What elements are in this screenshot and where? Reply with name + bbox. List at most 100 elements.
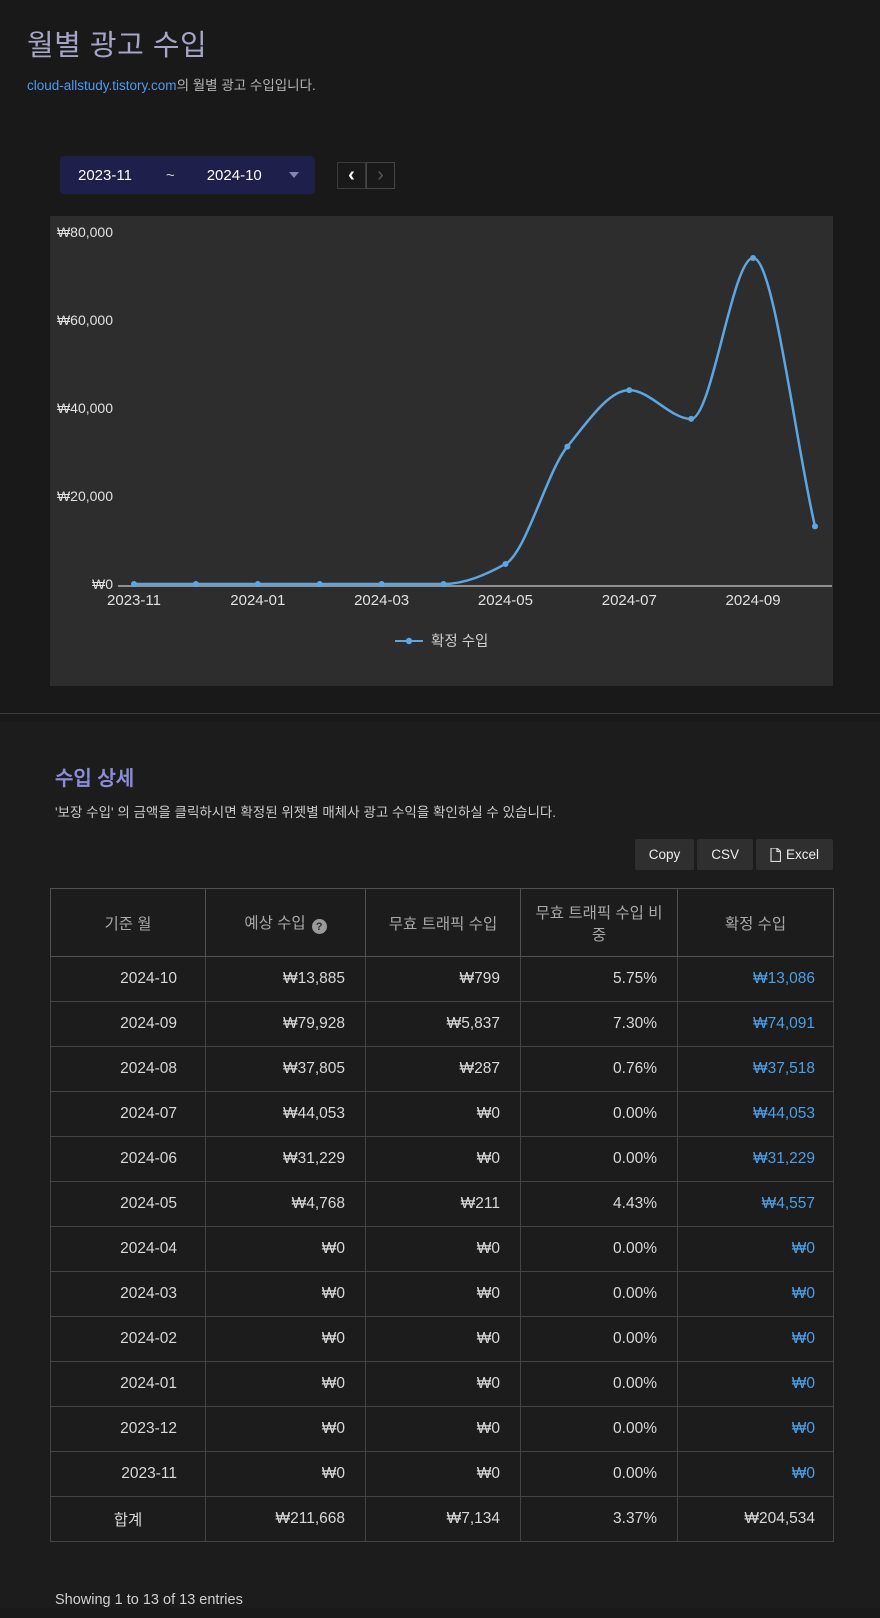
table-row: 2024-07 ₩44,053 ₩0 0.00% ₩44,053: [50, 1091, 834, 1137]
value-cell: ₩0: [365, 1361, 521, 1407]
date-nav: ‹ ›: [337, 161, 395, 189]
revenue-table-head: 기준 월 예상 수입? 무효 트래픽 수입 무효 트래픽 수입 비중 확정 수입: [50, 888, 834, 957]
confirmed-revenue-cell[interactable]: ₩0: [677, 1271, 834, 1317]
value-cell: ₩287: [365, 1046, 521, 1092]
confirmed-revenue-cell[interactable]: ₩74,091: [677, 1001, 834, 1047]
revenue-chart-svg: ₩0 ₩20,000 ₩40,000 ₩60,000 ₩80,000 2023-11 202…: [57, 224, 832, 650]
value-cell: 3.37%: [520, 1496, 678, 1542]
revenue-table-body: 2024-10 ₩13,885 ₩799 5.75% ₩13,086 2024-09 ₩79…: [50, 956, 834, 1542]
page-header: 월별 광고 수입 cloud-allstudy.tistory.com의 월별 …: [0, 0, 880, 94]
confirmed-revenue-cell[interactable]: ₩0: [677, 1361, 834, 1407]
date-from: 2023-11: [78, 166, 132, 184]
value-cell: 7.30%: [520, 1001, 678, 1047]
confirmed-revenue-cell[interactable]: ₩0: [677, 1451, 834, 1497]
confirmed-revenue-cell[interactable]: ₩44,053: [677, 1091, 834, 1137]
value-cell: 4.43%: [520, 1181, 678, 1227]
excel-button[interactable]: Excel: [755, 839, 833, 870]
value-cell: ₩31,229: [205, 1136, 366, 1182]
value-cell: ₩0: [205, 1451, 366, 1497]
value-cell: ₩0: [365, 1271, 521, 1317]
month-cell: 2024-04: [50, 1226, 206, 1272]
confirmed-revenue-cell[interactable]: ₩0: [677, 1316, 834, 1362]
details-description: '보장 수입' 의 금액을 클릭하시면 확정된 위젯별 매체사 광고 수익을 확…: [55, 805, 557, 820]
svg-text:확정 수입: 확정 수입: [431, 633, 488, 650]
month-cell: 2024-09: [50, 1001, 206, 1047]
value-cell: ₩5,837: [365, 1001, 521, 1047]
copy-button[interactable]: Copy: [634, 839, 695, 870]
table-row: 2024-08 ₩37,805 ₩287 0.76% ₩37,518: [50, 1046, 834, 1092]
table-showing-text: Showing 1 to 13 of 13 entries: [55, 1592, 243, 1608]
month-cell: 2024-08: [50, 1046, 206, 1092]
confirmed-revenue-cell[interactable]: ₩0: [677, 1226, 834, 1272]
header-confirmed: 확정 수입: [677, 888, 834, 957]
confirmed-revenue-cell[interactable]: ₩37,518: [677, 1046, 834, 1092]
confirmed-revenue-cell: ₩204,534: [677, 1496, 834, 1542]
header-expected: 예상 수입?: [205, 888, 366, 957]
value-cell: ₩13,885: [205, 956, 366, 1002]
header-invalid-ratio: 무효 트래픽 수입 비중: [520, 888, 678, 957]
confirmed-revenue-cell[interactable]: ₩0: [677, 1406, 834, 1452]
next-month-button[interactable]: ›: [366, 161, 395, 189]
copy-button-label: Copy: [648, 847, 681, 862]
excel-file-icon: [770, 847, 781, 862]
svg-text:2024-09: 2024-09: [726, 592, 781, 609]
table-row: 2024-05 ₩4,768 ₩211 4.43% ₩4,557: [50, 1181, 834, 1227]
table-row: 2024-10 ₩13,885 ₩799 5.75% ₩13,086: [50, 956, 834, 1002]
svg-text:₩60,000: ₩60,000: [57, 312, 113, 328]
excel-button-label: Excel: [785, 847, 819, 862]
details-section: 수입 상세 '보장 수입' 의 금액을 클릭하시면 확정된 위젯별 매체사 광고…: [0, 722, 880, 1608]
total-row: 합계 ₩211,668 ₩7,134 3.37% ₩204,534: [50, 1496, 834, 1542]
header-invalid-traffic: 무효 트래픽 수입: [365, 888, 521, 957]
value-cell: ₩799: [365, 956, 521, 1002]
value-cell: 0.00%: [520, 1451, 678, 1497]
value-cell: ₩211: [365, 1181, 521, 1227]
value-cell: ₩0: [365, 1451, 521, 1497]
help-icon[interactable]: ?: [311, 919, 327, 935]
month-cell: 2024-06: [50, 1136, 206, 1182]
value-cell: 0.00%: [520, 1406, 678, 1452]
value-cell: ₩0: [365, 1406, 521, 1452]
prev-month-button[interactable]: ‹: [337, 161, 366, 189]
header-month: 기준 월: [50, 888, 206, 957]
month-cell: 2024-05: [50, 1181, 206, 1227]
confirmed-revenue-cell[interactable]: ₩31,229: [677, 1136, 834, 1182]
revenue-chart-card: ₩0 ₩20,000 ₩40,000 ₩60,000 ₩80,000 2023-11 202…: [50, 216, 833, 686]
value-cell: ₩0: [205, 1271, 366, 1317]
month-cell: 2024-03: [50, 1271, 206, 1317]
value-cell: ₩0: [205, 1226, 366, 1272]
value-cell: ₩0: [205, 1406, 366, 1452]
section-divider: [0, 713, 880, 714]
date-separator: ~: [165, 166, 175, 184]
value-cell: ₩0: [365, 1316, 521, 1362]
month-cell: 합계: [50, 1496, 206, 1542]
table-row: 2024-09 ₩79,928 ₩5,837 7.30% ₩74,091: [50, 1001, 834, 1047]
csv-button[interactable]: CSV: [697, 839, 753, 870]
confirmed-revenue-cell[interactable]: ₩4,557: [677, 1181, 834, 1227]
csv-button-label: CSV: [711, 847, 739, 862]
table-row: 2024-06 ₩31,229 ₩0 0.00% ₩31,229: [50, 1136, 834, 1182]
value-cell: ₩37,805: [205, 1046, 366, 1092]
page-subtitle: cloud-allstudy.tistory.com의 월별 광고 수입입니다.: [27, 74, 880, 94]
month-cell: 2024-10: [50, 956, 206, 1002]
confirmed-revenue-cell[interactable]: ₩13,086: [677, 956, 834, 1002]
value-cell: 5.75%: [520, 956, 678, 1002]
date-to: 2024-10: [206, 166, 262, 184]
month-cell: 2023-12: [50, 1406, 206, 1452]
value-cell: ₩0: [365, 1226, 521, 1272]
value-cell: ₩0: [205, 1361, 366, 1407]
value-cell: ₩0: [365, 1136, 521, 1182]
value-cell: 0.00%: [520, 1091, 678, 1137]
svg-text:2023-11: 2023-11: [107, 592, 161, 609]
month-cell: 2023-11: [50, 1451, 206, 1497]
table-row: 2023-12 ₩0 ₩0 0.00% ₩0: [50, 1406, 834, 1452]
value-cell: ₩79,928: [205, 1001, 366, 1047]
month-cell: 2024-02: [50, 1316, 206, 1362]
svg-text:₩40,000: ₩40,000: [57, 400, 113, 416]
value-cell: 0.00%: [520, 1136, 678, 1182]
value-cell: 0.00%: [520, 1226, 678, 1272]
value-cell: 0.00%: [520, 1361, 678, 1407]
page-title: 월별 광고 수입: [27, 30, 208, 62]
date-range-select[interactable]: 2023-11 ~ 2024-10: [60, 156, 315, 194]
blog-link[interactable]: cloud-allstudy.tistory.com: [27, 78, 177, 93]
svg-text:2024-05: 2024-05: [478, 592, 533, 609]
